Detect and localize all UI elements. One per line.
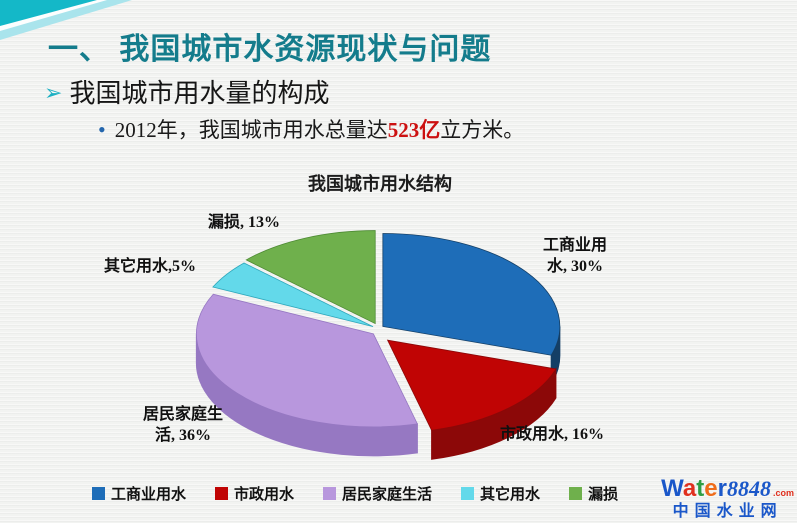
logo-tagline: 中国水业网	[672, 503, 783, 520]
arrow-bullet-icon: ➢	[44, 81, 63, 106]
legend-swatch-icon	[92, 487, 105, 500]
legend-item: 工商业用水	[92, 483, 186, 504]
legend-label: 其它用水	[480, 487, 541, 503]
legend-swatch-icon	[461, 487, 475, 500]
chart-legend: 工商业用水 市政用水 居民家庭生活 其它用水 漏损	[92, 483, 618, 504]
sub-bullet-text: 2012年，我国城市用水总量达523亿立方米。	[115, 117, 525, 143]
legend-item: 其它用水	[461, 483, 540, 504]
logo-number: 8848	[726, 476, 771, 501]
sub-bullet-prefix: 2012年，我国城市用水总量达	[114, 118, 388, 142]
legend-item: 市政用水	[215, 483, 294, 504]
page-title: 一、 我国城市水资源现状与问题	[48, 33, 492, 66]
pie-slice-side	[550, 326, 561, 386]
legend-item: 漏损	[569, 483, 618, 504]
pie-label-residential: 居民家庭生 活, 36%	[142, 406, 223, 444]
logo-brand-word: Water	[661, 477, 727, 501]
sub-bullet-line: • 2012年，我国城市用水总量达523亿立方米。	[98, 117, 524, 143]
logo-domain: .com	[772, 488, 794, 498]
water8848-logo: Water 8848 .com 中国水业网	[661, 477, 794, 520]
highlight-number: 523亿	[387, 118, 441, 142]
legend-label: 市政用水	[234, 487, 295, 503]
pie-slice-side	[431, 367, 557, 460]
legend-label: 工商业用水	[111, 487, 187, 503]
dot-bullet-icon: •	[98, 117, 106, 142]
pie-slice	[245, 230, 376, 325]
logo-letter: e	[704, 475, 718, 502]
legend-label: 漏损	[588, 487, 619, 503]
logo-letter: a	[682, 475, 697, 502]
chart-title: 我国城市用水结构	[308, 174, 452, 194]
sub-bullet-suffix: 立方米。	[440, 118, 525, 142]
pie-label-municipal: 市政用水, 16%	[500, 426, 605, 443]
legend-swatch-icon	[215, 487, 229, 500]
bullet-text: 我国城市用水量的构成	[69, 79, 330, 108]
pie-label-other: 其它用水,5%	[104, 258, 197, 275]
legend-item: 居民家庭生活	[323, 483, 432, 504]
pie-slice	[386, 339, 557, 431]
legend-label: 居民家庭生活	[342, 487, 433, 503]
logo-letter: r	[717, 475, 727, 502]
logo-letter: W	[661, 475, 683, 502]
pie-label-leak: 漏损, 13%	[208, 214, 281, 231]
pie-label-industry: 工商业用 水, 30%	[542, 237, 607, 275]
pie-slice	[212, 262, 374, 328]
logo-letter: t	[696, 475, 705, 502]
legend-swatch-icon	[323, 487, 337, 500]
legend-swatch-icon	[569, 487, 583, 500]
bullet-line: ➢ 我国城市用水量的构成	[44, 79, 329, 109]
logo-brand-line: Water 8848 .com	[661, 477, 794, 501]
